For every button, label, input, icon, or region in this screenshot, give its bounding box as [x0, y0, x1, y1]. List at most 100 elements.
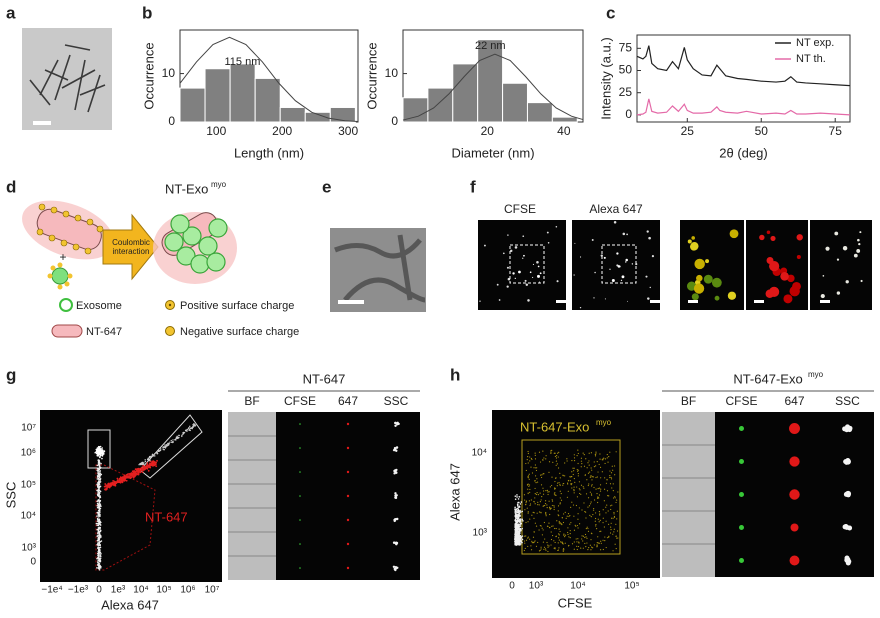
- event-dot: [103, 450, 105, 453]
- event-dot: [595, 476, 597, 479]
- event-dot: [558, 481, 560, 484]
- event-dot: [531, 540, 533, 542]
- event-dot: [577, 538, 579, 540]
- event-dot: [100, 462, 102, 465]
- event-dot: [598, 463, 600, 466]
- event-dot: [536, 478, 538, 480]
- event-dot: [149, 455, 152, 458]
- cell-spot: [299, 447, 301, 449]
- event-dot: [596, 546, 598, 548]
- fluor-dot: [591, 239, 594, 241]
- fluor-dot: [696, 274, 703, 282]
- event-dot: [546, 489, 549, 492]
- event-dot: [516, 537, 518, 540]
- event-dot: [96, 517, 99, 520]
- x-tick-label: 25: [681, 124, 695, 138]
- event-dot: [562, 484, 564, 486]
- fluor-dot: [538, 281, 540, 283]
- event-dot: [96, 518, 99, 521]
- plus-sign: +: [59, 250, 66, 264]
- event-dot: [540, 476, 543, 479]
- event-dot: [614, 474, 616, 476]
- event-dot: [549, 527, 551, 529]
- event-dot: [136, 468, 139, 470]
- fluor-dot: [646, 230, 649, 233]
- event-dot: [598, 497, 600, 499]
- event-dot: [527, 521, 529, 523]
- fluor-dot: [496, 283, 499, 286]
- event-dot: [525, 503, 527, 506]
- event-dot: [152, 455, 155, 457]
- event-dot: [560, 523, 563, 525]
- y-tick-label: 0: [30, 557, 36, 568]
- x-tick-label: 10³: [529, 581, 544, 592]
- event-dot: [139, 463, 142, 466]
- event-dot: [167, 442, 169, 445]
- event-dot: [567, 531, 569, 534]
- event-dot: [98, 497, 101, 499]
- event-dot: [567, 483, 569, 485]
- event-dot: [610, 526, 612, 528]
- fluor-dot: [825, 246, 830, 251]
- cell-spot: [346, 566, 350, 570]
- event-dot: [573, 470, 575, 472]
- event-dot: [553, 547, 555, 549]
- event-dot: [517, 535, 519, 538]
- event-dot: [573, 492, 575, 494]
- event-dot: [615, 535, 617, 538]
- event-dot: [530, 549, 533, 551]
- scale-bar: [33, 121, 51, 125]
- event-dot: [556, 520, 558, 522]
- event-dot: [98, 507, 101, 509]
- fluor-dot: [858, 242, 861, 246]
- fluor-dot: [780, 271, 789, 281]
- event-dot: [96, 567, 98, 569]
- y-tick-label: 25: [619, 85, 633, 99]
- event-dot: [575, 525, 577, 527]
- event-dot: [590, 493, 593, 495]
- event-dot: [613, 516, 616, 518]
- fluor-dot: [651, 255, 655, 258]
- event-dot: [529, 488, 531, 491]
- y-tick-label: 0: [391, 114, 398, 128]
- event-dot: [99, 557, 101, 560]
- event-dot: [135, 472, 138, 475]
- event-dot: [548, 545, 550, 547]
- event-dot: [578, 481, 581, 483]
- fluor-dot: [836, 291, 841, 295]
- event-dot: [514, 539, 517, 541]
- event-dot: [616, 537, 618, 539]
- cell-spot: [739, 558, 744, 563]
- event-dot: [613, 465, 616, 467]
- event-dot: [587, 548, 589, 551]
- event-dot: [571, 487, 573, 489]
- event-dot: [137, 471, 140, 474]
- event-dot: [558, 528, 560, 530]
- fit-curve: [179, 36, 359, 123]
- event-dot: [523, 494, 526, 496]
- fluor-dot: [836, 258, 840, 261]
- event-dot: [97, 528, 100, 530]
- event-dot: [525, 462, 527, 465]
- event-dot: [593, 507, 595, 510]
- event-dot: [561, 517, 564, 519]
- event-dot: [588, 452, 590, 454]
- event-dot: [595, 451, 597, 453]
- event-dot: [590, 467, 592, 469]
- cell-spot: [346, 446, 350, 450]
- event-dot: [602, 517, 604, 519]
- event-dot: [162, 448, 165, 451]
- event-dot: [594, 520, 596, 522]
- fluor-dot: [479, 300, 481, 302]
- event-dot: [533, 512, 535, 514]
- event-dot: [598, 521, 600, 523]
- table-title: NT-647: [303, 371, 346, 386]
- event-dot: [574, 481, 576, 483]
- fluor-dot: [506, 285, 509, 288]
- legend-text: Positive surface charge: [180, 300, 294, 312]
- event-dot: [580, 460, 583, 462]
- fluor-dot: [613, 220, 617, 224]
- x-tick-label: 10⁴: [570, 581, 585, 592]
- legend-text: Negative surface charge: [180, 326, 299, 338]
